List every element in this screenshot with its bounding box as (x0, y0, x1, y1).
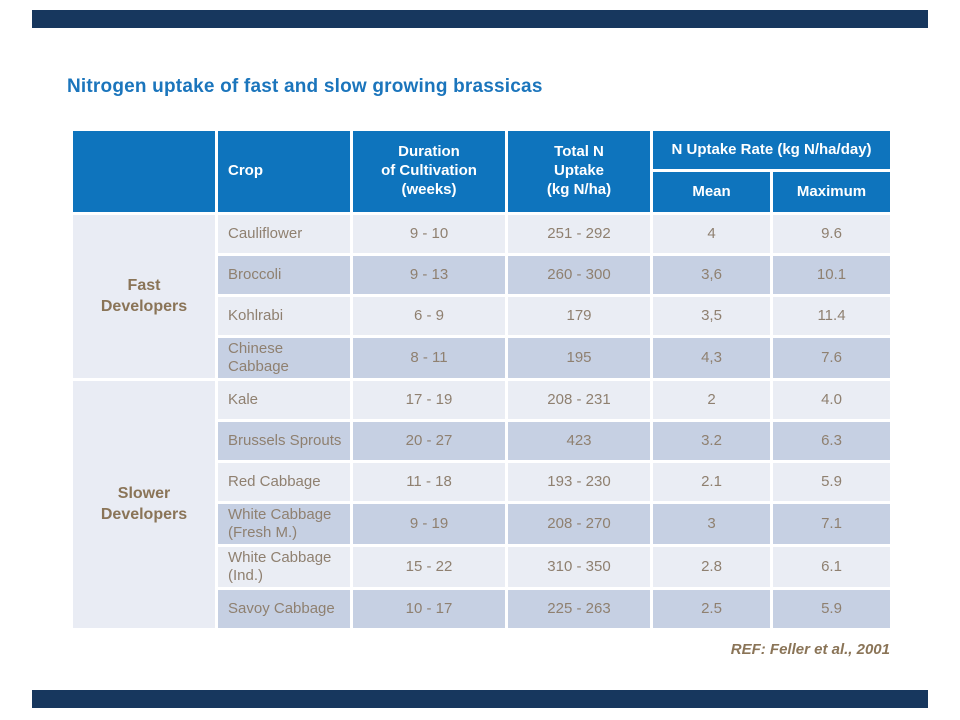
cell-maximum: 10.1 (769, 253, 894, 297)
cell-maximum: 9.6 (769, 212, 894, 256)
table-row: White Cabbage (Ind.) 15 - 22 310 - 350 2.8 6… (72, 544, 894, 590)
cell-crop: Savoy Cabbage (215, 587, 353, 631)
header-row-2: Mean Maximum (72, 169, 894, 215)
cell-total-n: 208 - 270 (505, 501, 653, 547)
cell-mean: 3,6 (650, 253, 773, 297)
cell-maximum: 4.0 (769, 378, 894, 422)
cell-crop: White Cabbage (Ind.) (215, 544, 353, 590)
cell-mean: 3,5 (650, 294, 773, 338)
header-row-1: Crop Duration of Cultivation (weeks) Tot… (70, 128, 894, 215)
header-crop: Crop (215, 128, 353, 215)
cell-maximum: 5.9 (769, 587, 894, 631)
cell-mean: 2.1 (650, 460, 773, 504)
cell-maximum: 11.4 (769, 294, 894, 338)
table-row: Savoy Cabbage 10 - 17 225 - 263 2.5 5.9 (72, 587, 894, 631)
cell-duration: 8 - 11 (350, 335, 508, 381)
group-label: Fast Developers (70, 212, 218, 381)
top-decoration-bar (32, 10, 928, 28)
cell-maximum: 5.9 (769, 460, 894, 504)
cell-mean: 3.2 (650, 419, 773, 463)
cell-duration: 15 - 22 (350, 544, 508, 590)
header-maximum: Maximum (769, 169, 894, 215)
header-duration: Duration of Cultivation (weeks) (350, 128, 508, 215)
cell-maximum: 7.6 (769, 335, 894, 381)
cell-duration: 11 - 18 (350, 460, 508, 504)
cell-duration: 10 - 17 (350, 587, 508, 631)
group-label: Slower Developers (70, 378, 218, 631)
bottom-decoration-bar (32, 690, 928, 708)
cell-total-n: 423 (505, 419, 653, 463)
cell-total-n: 179 (505, 294, 653, 338)
table-row: Brussels Sprouts 20 - 27 423 3.2 6.3 (72, 419, 894, 463)
cell-crop: Kale (215, 378, 353, 422)
cell-mean: 2.8 (650, 544, 773, 590)
table-row: Broccoli 9 - 13 260 - 300 3,6 10.1 (72, 253, 894, 297)
brassica-table-container: Crop Duration of Cultivation (weeks) Tot… (70, 128, 894, 658)
table-row: Slower Developers Kale 17 - 19 208 - 231 2 4.… (70, 378, 894, 631)
cell-total-n: 193 - 230 (505, 460, 653, 504)
table-row: Kohlrabi 6 - 9 179 3,5 11.4 (72, 294, 894, 338)
cell-total-n: 195 (505, 335, 653, 381)
header-total-n: Total N Uptake (kg N/ha) (505, 128, 653, 215)
table-row: White Cabbage (Fresh M.) 9 - 19 208 - 270 3… (72, 501, 894, 547)
cell-duration: 6 - 9 (350, 294, 508, 338)
table-row: Red Cabbage 11 - 18 193 - 230 2.1 5.9 (72, 460, 894, 504)
header-uptake-rate: N Uptake Rate (kg N/ha/day) (649, 128, 894, 172)
cell-crop: Broccoli (215, 253, 353, 297)
page-title: Nitrogen uptake of fast and slow growing… (67, 76, 543, 97)
cell-duration: 9 - 19 (350, 501, 508, 547)
header-mean: Mean (650, 169, 773, 215)
cell-maximum: 7.1 (769, 501, 894, 547)
cell-crop: Brussels Sprouts (215, 419, 353, 463)
cell-mean: 4,3 (650, 335, 773, 381)
cell-crop: Chinese Cabbage (215, 335, 353, 381)
reference-text: REF: Feller et al., 2001 (730, 641, 890, 658)
cell-maximum: 6.3 (769, 419, 894, 463)
cell-total-n: 251 - 292 (505, 212, 653, 256)
cell-maximum: 6.1 (769, 544, 894, 590)
table-row: Fast Developers Cauliflower 9 - 10 251 - 29… (70, 212, 894, 381)
cell-total-n: 208 - 231 (505, 378, 653, 422)
cell-mean: 2 (650, 378, 773, 422)
cell-crop: Kohlrabi (215, 294, 353, 338)
cell-mean: 3 (650, 501, 773, 547)
cell-crop: Red Cabbage (215, 460, 353, 504)
brassica-table: Crop Duration of Cultivation (weeks) Tot… (70, 128, 894, 631)
cell-total-n: 310 - 350 (505, 544, 653, 590)
table-row: Chinese Cabbage 8 - 11 195 4,3 7.6 (72, 335, 894, 381)
cell-duration: 9 - 13 (350, 253, 508, 297)
table-body: Fast Developers Cauliflower 9 - 10 251 - 29… (70, 212, 894, 631)
cell-crop: Cauliflower (215, 212, 353, 256)
cell-mean: 4 (650, 212, 773, 256)
cell-total-n: 260 - 300 (505, 253, 653, 297)
cell-crop: White Cabbage (Fresh M.) (215, 501, 353, 547)
cell-duration: 17 - 19 (350, 378, 508, 422)
cell-mean: 2.5 (650, 587, 773, 631)
cell-duration: 9 - 10 (350, 212, 508, 256)
cell-duration: 20 - 27 (350, 419, 508, 463)
header-corner-cell (70, 128, 218, 215)
cell-total-n: 225 - 263 (505, 587, 653, 631)
